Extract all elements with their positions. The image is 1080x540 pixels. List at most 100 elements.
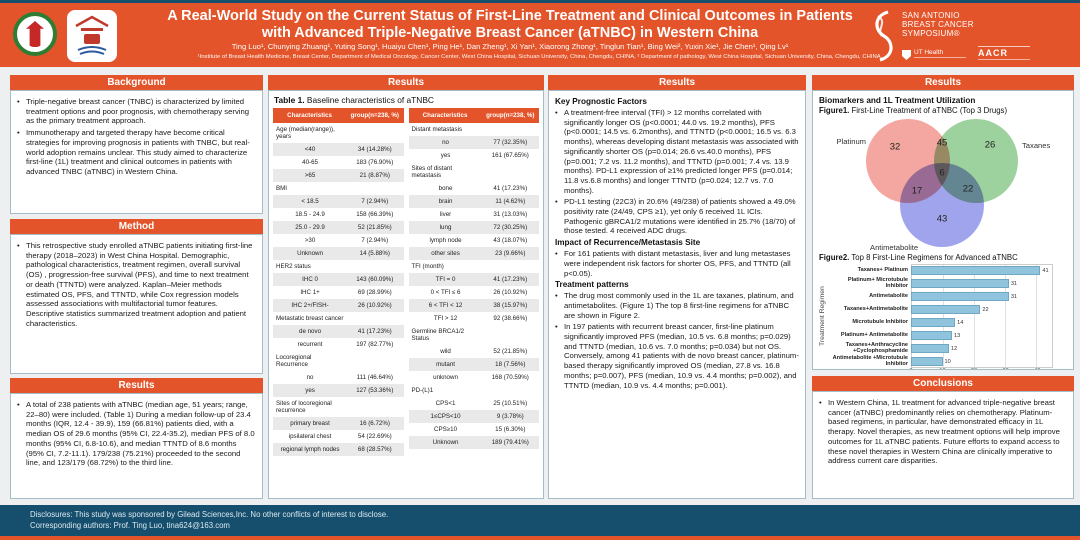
bar-value-label: 31 <box>1010 293 1018 300</box>
poster-title: A Real-World Study on the Current Status… <box>167 8 853 42</box>
table-row: 0 < TFI ≤ 6 26 (10.92%) <box>409 286 540 299</box>
sabcs-line3: SYMPOSIUM® <box>902 28 960 38</box>
table-cell-label: unknown <box>433 374 458 381</box>
table-row: >30 7 (2.94%) <box>273 234 404 247</box>
table-row: Age (median(range)), years <box>273 123 404 143</box>
bar-category-label: Taxanes+ Platinum <box>857 266 908 273</box>
disclosures-line: Disclosures: This study was sponsored by… <box>30 510 389 519</box>
table-cell-label: IHC 2+/FISH- <box>291 302 329 309</box>
conclusions-bullets: • In Western China, 1L treatment for adva… <box>819 398 1067 466</box>
bar-category-label: Antimetabolite +Microtubule Inhibitor <box>832 354 908 367</box>
section-header-conclusions: Conclusions <box>812 376 1074 391</box>
table-cell-label: primary breast <box>290 420 330 427</box>
bottom-border <box>0 536 1080 540</box>
table-cell-value: 52 (21.85%) <box>357 224 392 231</box>
venn-value-platinum-antimetabolite: 17 <box>911 185 923 197</box>
results-subheading: Key Prognostic Factors <box>555 97 647 106</box>
bar <box>911 344 949 353</box>
bullet-item: • For 161 patients with distant metastasi… <box>555 249 799 278</box>
table-right-rows: Distant metastasis no 77 (32.35%) yes 161 (6… <box>408 123 540 449</box>
sichuan-university-logo <box>13 12 57 56</box>
table-row: bone 41 (17.23%) <box>409 182 540 195</box>
bar-value-label: 10 <box>944 358 951 365</box>
bullet-glyph: • <box>819 398 822 407</box>
table-cell-label: regional lymph nodes <box>280 446 340 453</box>
table-cell-label: CPS<1 <box>435 400 456 407</box>
venn-value-platinum-taxanes: 45 <box>936 137 948 149</box>
bullet-text: A total of 238 patients with aTNBC (medi… <box>26 400 255 468</box>
bullet-item: • This retrospective study enrolled aTNBC… <box>17 241 256 328</box>
bar-category-label: Taxanes+Anthracycline +Cyclophosphamide <box>845 341 908 354</box>
background-bullets: • Triple-negative breast cancer (TNBC) is… <box>17 97 256 177</box>
table-cell-value: 168 (70.59%) <box>491 374 529 381</box>
table-cell-value: 15 (6.30%) <box>495 426 526 433</box>
table-row: liver 31 (13.03%) <box>409 208 540 221</box>
table-row: >65 21 (8.87%) <box>273 169 404 182</box>
bullet-text: PD-L1 testing (22C3) in 20.6% (49/238) o… <box>564 197 796 236</box>
ut-health-label: UT Health <box>914 48 944 56</box>
table-cell-label: PD-(L)1 <box>411 387 434 394</box>
col-header-group: group(n=238, %) <box>486 112 535 119</box>
table1-caption-bold: Table 1. <box>274 95 305 105</box>
table-cell-value: 189 (79.41%) <box>491 439 529 446</box>
table-row: 25.0 - 29.9 52 (21.85%) <box>273 221 404 234</box>
table-cell-value <box>482 123 539 136</box>
section-header-background: Background <box>10 75 263 90</box>
table-cell-label: < 18.5 <box>301 198 319 205</box>
bar-value-label: 13 <box>954 332 961 339</box>
top-border <box>0 0 1080 3</box>
table-header-row: Characteristics group(n=238, %) <box>408 108 539 123</box>
table-cell-value: 25 (10.51%) <box>493 400 528 407</box>
table-cell-label: 25.0 - 29.9 <box>295 224 325 231</box>
col-header-characteristics: Characteristics <box>287 112 332 119</box>
table-row: other sites 23 (9.66%) <box>408 247 539 260</box>
x-tick-label: 0 <box>909 368 912 369</box>
bar-row: 22 <box>911 303 1053 316</box>
sabcs-line2: BREAST CANCER <box>902 19 974 29</box>
results-subheading: Treatment patterns <box>555 280 629 290</box>
table-cell-value: 72 (30.25%) <box>493 224 528 231</box>
bar <box>911 292 1009 301</box>
table-row: lymph node 43 (18.07%) <box>409 234 540 247</box>
table-cell-label: brain <box>438 198 453 205</box>
bar-value-label: 12 <box>950 345 958 352</box>
table-cell-label: TFI > 12 <box>433 315 458 322</box>
table-cell-value: 41 (17.23%) <box>493 276 528 283</box>
table-cell-value <box>482 325 539 345</box>
table-cell-value: 38 (15.97%) <box>493 302 528 309</box>
table-cell-value: 26 (10.92%) <box>357 302 392 309</box>
table-row: TFI > 12 92 (38.66%) <box>409 312 540 325</box>
bar-category-label: Antimetabolite <box>869 292 908 299</box>
bar-value-label: 41 <box>1042 267 1049 274</box>
table-row: no 111 (46.64%) <box>273 371 404 384</box>
table-cell-label: ipsilateral chest <box>288 433 332 440</box>
aacr-logo: AACR <box>978 46 1030 64</box>
table-cell-value: 161 (67.65%) <box>491 152 529 159</box>
table-cell-value: 31 (13.03%) <box>493 211 528 218</box>
conclusions-box: • In Western China, 1L treatment for adva… <box>812 391 1074 499</box>
footer: Disclosures: This study was sponsored by… <box>0 505 1080 536</box>
bar-value-label: 31 <box>1010 280 1018 287</box>
table-cell-label: de novo <box>299 328 322 335</box>
table-header-row: Characteristics group(n=238, %) <box>273 108 404 123</box>
figure1-caption-bold: Figure1. <box>819 106 850 115</box>
table-cell-value: 69 (28.99%) <box>357 289 392 296</box>
table-cell-value: 9 (3.78%) <box>496 413 524 420</box>
table-cell-value: 197 (82.77%) <box>356 341 394 348</box>
bullet-text: In 197 patients with recurrent breast ca… <box>564 322 799 390</box>
table-row: Germline BRCA1/2 Status <box>408 325 539 345</box>
affiliations-line: ¹Institute of Breast Health Medicine, Br… <box>197 54 883 60</box>
bullet-text: A treatment-free interval (TFI) > 12 mon… <box>564 108 799 195</box>
table-cell-label: >30 <box>304 237 316 244</box>
table-cell-value: 11 (4.62%) <box>495 198 526 205</box>
table-row: recurrent 197 (82.77%) <box>273 338 404 351</box>
bullet-text: The drug most commonly used in the 1L ar… <box>564 291 794 320</box>
table-cell-value: 183 (76.90%) <box>356 159 394 166</box>
figure1-caption-rest: First-Line Treatment of aTNBC (Top 3 Dru… <box>849 106 1008 115</box>
sichuan-university-emblem-icon <box>26 21 44 47</box>
baseline-tables: Characteristics group(n=238, %) Age (med… <box>273 108 539 456</box>
bullet-text: This retrospective study enrolled aTNBC … <box>26 241 253 328</box>
table-cell-label: <40 <box>304 146 316 153</box>
table-cell-label: bone <box>438 185 453 192</box>
table-row: lung 72 (30.25%) <box>408 221 539 234</box>
